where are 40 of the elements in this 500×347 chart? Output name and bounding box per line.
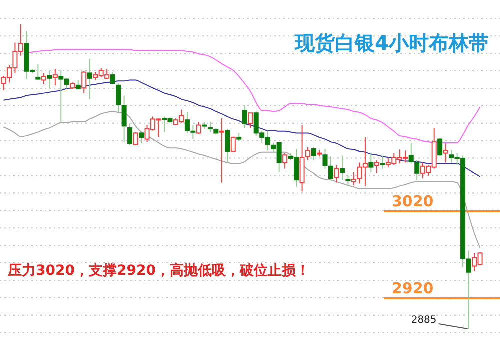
candlestick <box>116 83 122 113</box>
candlestick <box>466 250 472 330</box>
candlestick <box>443 143 448 164</box>
candlestick <box>311 146 316 161</box>
candlestick <box>41 72 46 85</box>
candlestick <box>351 172 356 186</box>
candlestick <box>346 175 351 186</box>
annotation: 3020 <box>392 192 434 210</box>
candlestick <box>196 121 202 135</box>
candlestick <box>248 112 254 129</box>
candlestick <box>219 118 224 184</box>
candlestick <box>322 148 328 170</box>
candlestick <box>334 164 340 184</box>
candlestick <box>110 72 116 84</box>
candlestick <box>282 152 288 170</box>
candlestick <box>128 123 133 146</box>
candlestick <box>368 152 374 173</box>
candlestick <box>76 80 81 90</box>
candlestick <box>242 104 248 129</box>
candlestick <box>306 146 311 161</box>
candlestick <box>340 155 345 181</box>
candlestick <box>133 132 138 146</box>
candlestick <box>36 64 41 80</box>
candlestick <box>122 95 127 143</box>
candlestick <box>380 155 386 170</box>
candlestick <box>438 138 443 156</box>
candlestick <box>82 70 87 94</box>
candlestick <box>139 130 144 144</box>
candlestick <box>328 156 334 181</box>
candlestick <box>208 121 213 133</box>
candlestick <box>52 68 58 86</box>
candlestick <box>230 136 236 153</box>
annotation: 2920 <box>392 280 434 298</box>
annotation: 压力3020，支撑2920，高抛低吸，破位止损！ <box>7 262 310 279</box>
candlestick <box>87 58 92 100</box>
candlestick <box>374 160 380 174</box>
chart-title: 现货白银4小时布林带 <box>294 31 489 55</box>
candlestick <box>225 128 230 164</box>
annotation: 2885 <box>411 315 437 326</box>
candlestick <box>47 70 52 90</box>
